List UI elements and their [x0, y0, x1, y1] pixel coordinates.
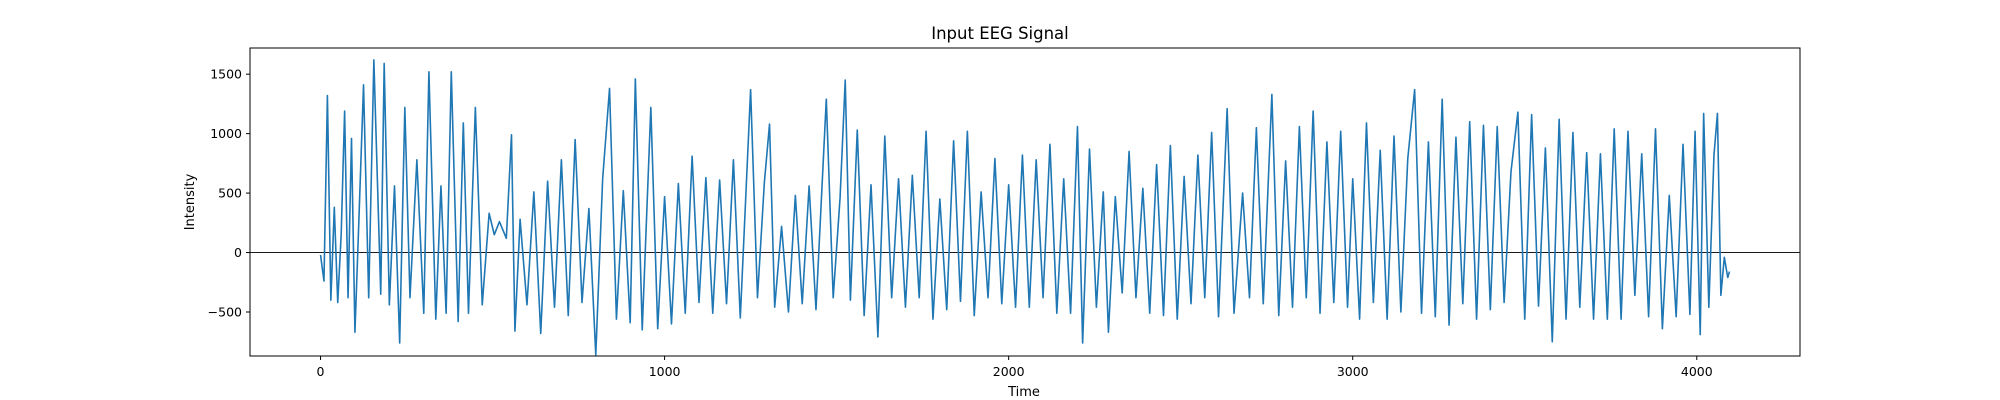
y-tick-label: 0 — [234, 245, 242, 260]
x-axis: 0 1000 2000 3000 4000 — [317, 356, 1713, 379]
signal-series-line-0 — [319, 59, 1731, 356]
y-axis-label: Intensity — [183, 173, 198, 230]
y-tick-label: −500 — [208, 305, 242, 320]
x-tick-label: 0 — [317, 364, 325, 379]
y-tick-label: 500 — [218, 186, 242, 201]
plot-area — [249, 47, 1801, 357]
y-tick-label: 1500 — [210, 67, 242, 82]
x-tick-label: 3000 — [1337, 364, 1369, 379]
y-axis: −500 0 500 1000 1500 — [208, 67, 250, 320]
x-axis-label: Time — [1007, 385, 1040, 400]
chart-title: Input EEG Signal — [931, 24, 1069, 43]
y-tick-label: 1000 — [210, 126, 242, 141]
x-tick-label: 4000 — [1681, 364, 1713, 379]
x-tick-label: 2000 — [993, 364, 1025, 379]
plot-frame — [249, 47, 1801, 357]
series-layer — [319, 59, 1731, 356]
x-tick-label: 1000 — [649, 364, 681, 379]
